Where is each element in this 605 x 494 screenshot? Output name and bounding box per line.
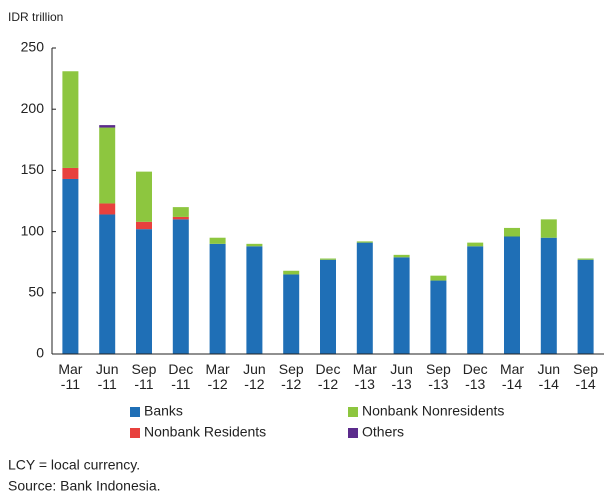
bar-segment xyxy=(136,229,152,354)
bar-segment xyxy=(283,274,300,354)
legend-label: Banks xyxy=(144,403,183,419)
bar-segment xyxy=(393,254,410,258)
x-tick-label: Mar -12 xyxy=(206,361,230,392)
x-tick-label: Sep -13 xyxy=(426,361,451,392)
x-tick-label: Dec -11 xyxy=(168,361,193,392)
x-tick-label: Jun -13 xyxy=(390,361,413,392)
x-tick-label: Jun -12 xyxy=(243,361,266,392)
y-tick-label: 0 xyxy=(36,345,44,361)
bar-segment xyxy=(504,236,520,354)
y-tick-label: 250 xyxy=(21,39,45,55)
bar-segment xyxy=(320,258,336,260)
x-tick-label: Jun -14 xyxy=(538,361,561,392)
bar-segment xyxy=(430,275,447,281)
bar-segment xyxy=(99,125,116,128)
x-tick-label: Sep -14 xyxy=(573,361,598,392)
bar-segment xyxy=(467,242,484,247)
bar-segment xyxy=(209,243,226,354)
x-tick-label: Mar -13 xyxy=(353,361,377,392)
y-tick-label: 150 xyxy=(21,161,45,177)
x-tick-label: Sep -11 xyxy=(132,361,157,392)
bar-segment xyxy=(283,270,300,275)
legend-label: Others xyxy=(362,424,404,440)
bar-segment xyxy=(136,171,152,222)
bar-segment xyxy=(467,246,484,354)
x-tick-label: Dec -13 xyxy=(463,361,488,392)
y-tick-label: 100 xyxy=(21,222,45,238)
note: LCY = local currency. xyxy=(8,457,140,473)
bar-segment xyxy=(99,127,116,204)
bar-segment xyxy=(172,219,189,354)
bar-segment xyxy=(62,167,79,179)
bar-segment xyxy=(577,258,594,260)
bar-segment xyxy=(99,214,116,354)
bar-segment xyxy=(99,203,116,215)
bar-segment xyxy=(246,246,263,354)
legend-label: Nonbank Residents xyxy=(144,424,266,440)
bar-segment xyxy=(136,221,152,230)
bar-segment xyxy=(172,207,189,217)
bar-segment xyxy=(62,178,79,354)
legend-swatch xyxy=(130,407,140,417)
bar-segment xyxy=(393,257,410,354)
bar-segment xyxy=(504,227,520,237)
bar-segment xyxy=(577,259,594,354)
bar-segment xyxy=(356,241,373,243)
legend-swatch xyxy=(348,428,358,438)
bar-segment xyxy=(62,71,79,168)
x-tick-label: Jun -11 xyxy=(96,361,119,392)
legend-swatch xyxy=(130,428,140,438)
x-tick-label: Dec -12 xyxy=(316,361,341,392)
legend-swatch xyxy=(348,407,358,417)
bar-segment xyxy=(320,259,336,354)
legend-label: Nonbank Nonresidents xyxy=(362,403,504,419)
x-tick-label: Mar -11 xyxy=(58,361,82,392)
y-tick-label: 50 xyxy=(28,284,44,300)
y-tick-label: 200 xyxy=(21,100,45,116)
note: Source: Bank Indonesia. xyxy=(8,478,161,494)
bar-segment xyxy=(540,237,557,354)
bar-segment xyxy=(209,237,226,244)
x-tick-label: Sep -12 xyxy=(279,361,304,392)
bar-segment xyxy=(540,219,557,238)
x-tick-label: Mar -14 xyxy=(500,361,524,392)
bar-segment xyxy=(430,280,447,354)
bar-segment xyxy=(172,216,189,220)
bar-segment xyxy=(356,242,373,354)
y-axis-label: IDR trillion xyxy=(8,10,63,24)
bar-segment xyxy=(246,243,263,247)
